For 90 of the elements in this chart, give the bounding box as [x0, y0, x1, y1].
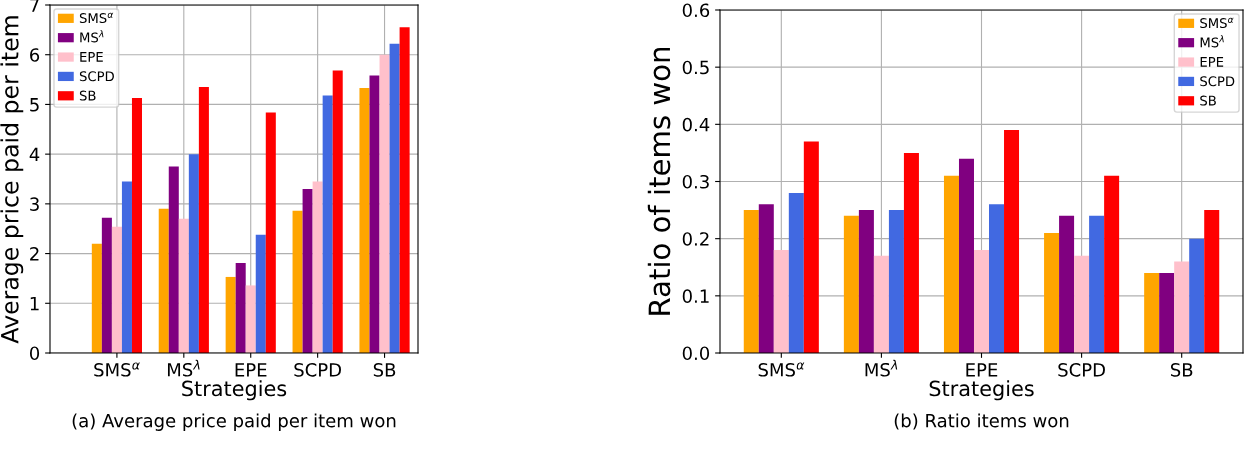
bar	[158, 208, 169, 353]
bar	[973, 250, 990, 353]
y-tick-label: 0	[29, 346, 40, 361]
bar	[399, 27, 410, 353]
bar	[91, 243, 102, 353]
y-tick-label: 0.5	[682, 60, 709, 75]
bar	[1174, 261, 1190, 353]
legend-label: SB	[79, 90, 96, 101]
bar	[758, 204, 774, 353]
legend-label: SCPD	[1200, 76, 1235, 87]
bar	[1004, 130, 1020, 353]
bar	[292, 210, 303, 353]
y-axis-title: Ratio of items won	[647, 47, 671, 315]
x-tick-label: EPE	[966, 363, 998, 377]
x-tick-label: SB	[373, 363, 396, 377]
bar	[255, 234, 266, 353]
bar	[1044, 232, 1060, 353]
bar	[989, 204, 1005, 353]
bar	[225, 276, 236, 353]
bar	[332, 70, 343, 353]
bar	[359, 88, 370, 353]
x-tick-label: MS$^{λ}$	[865, 359, 898, 377]
bar	[843, 215, 859, 353]
legend-label: MS$^{λ}$	[1200, 35, 1224, 48]
bar	[943, 175, 959, 353]
bar	[101, 217, 112, 353]
bar	[743, 210, 759, 353]
y-tick-label: 1	[30, 296, 39, 311]
x-tick-label: MS$^{λ}$	[167, 359, 200, 377]
bar	[1089, 215, 1105, 353]
bar	[178, 218, 189, 353]
legend-label: SMS$^{α}$	[1200, 17, 1234, 29]
bar	[773, 250, 789, 353]
legend-label: EPE	[80, 52, 103, 62]
x-tick-label: SCPD	[294, 363, 341, 377]
bar	[322, 95, 333, 353]
y-tick-label: 4	[29, 147, 40, 161]
y-tick-label: 0.1	[682, 289, 709, 303]
bar	[1159, 272, 1175, 353]
bar	[312, 181, 323, 353]
y-tick-label: 0.2	[682, 232, 709, 246]
bar	[873, 255, 889, 353]
x-axis-title: Strategies	[182, 380, 287, 401]
bar	[1189, 238, 1205, 353]
bar	[235, 263, 246, 353]
bar	[1074, 255, 1090, 353]
bar	[245, 285, 256, 353]
bar	[903, 152, 919, 353]
x-tick-label: SB	[1170, 363, 1193, 377]
x-axis-title: Strategies	[929, 380, 1034, 401]
legend-label: EPE	[1200, 57, 1224, 67]
bar	[111, 226, 122, 353]
bar	[858, 210, 874, 353]
x-tick-label: SCPD	[1058, 363, 1105, 377]
x-tick-label: SMS$^{α}$	[758, 362, 805, 377]
bar	[1204, 210, 1220, 353]
bar	[389, 43, 400, 353]
bar	[803, 141, 819, 353]
legend-label: MS$^{λ}$	[80, 30, 104, 43]
y-tick-label: 6	[30, 48, 40, 62]
y-tick-label: 0.3	[682, 174, 709, 189]
bar	[121, 181, 132, 353]
bar	[168, 166, 179, 353]
bar	[888, 210, 904, 353]
legend-label: SB	[1200, 95, 1216, 106]
bar	[1059, 215, 1075, 353]
legend-label: SCPD	[79, 71, 114, 82]
bar	[1104, 175, 1120, 353]
y-tick-label: 5	[30, 98, 39, 112]
bar	[188, 154, 199, 353]
bar	[131, 97, 142, 353]
y-tick-label: 0.6	[682, 3, 710, 18]
bar	[958, 158, 974, 353]
y-tick-label: 2	[30, 247, 39, 261]
bar	[379, 54, 390, 353]
text: (a) Average price paid per item won	[72, 413, 396, 431]
bar	[788, 192, 804, 353]
x-tick-label: EPE	[235, 363, 267, 377]
bar	[369, 75, 380, 353]
text: (b) Ratio items won	[894, 413, 1069, 430]
y-axis-title: Average price paid per item	[0, 16, 24, 344]
legend-label: SMS$^{α}$	[79, 12, 114, 24]
bar	[198, 87, 209, 353]
y-tick-label: 0.4	[682, 117, 710, 132]
y-tick-label: 3	[30, 197, 39, 211]
y-tick-label: 0.0	[682, 346, 710, 361]
x-tick-label: SMS$^{α}$	[94, 362, 140, 377]
bar	[1144, 272, 1160, 353]
bar	[265, 112, 276, 353]
bar	[302, 188, 313, 353]
